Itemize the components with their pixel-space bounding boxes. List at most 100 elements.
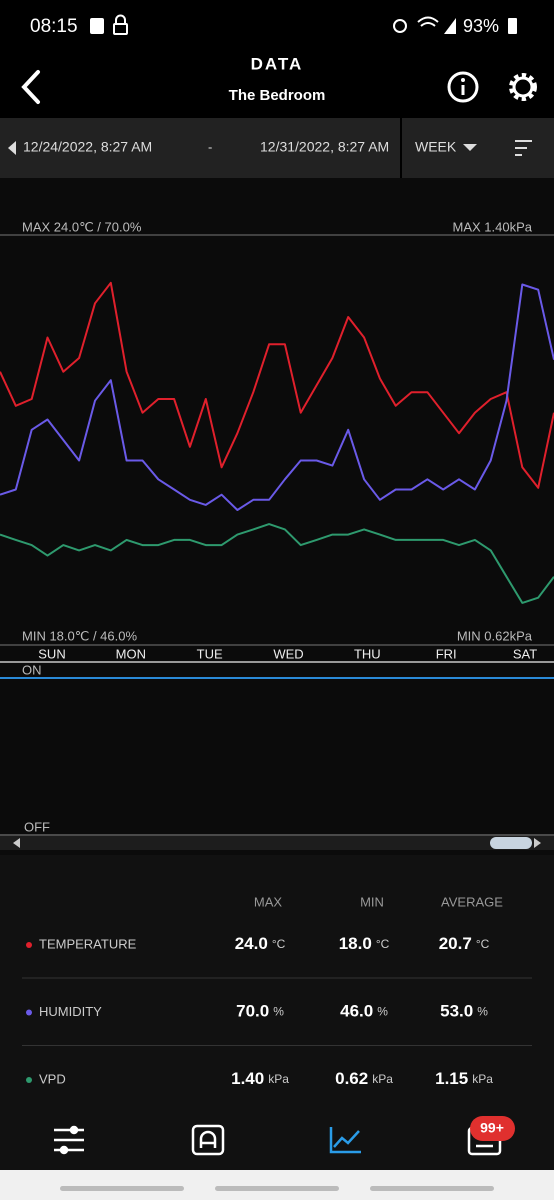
unit: kPa xyxy=(268,1072,289,1086)
data-line xyxy=(0,523,554,604)
x-tick-label: MON xyxy=(116,646,146,661)
gear-icon xyxy=(509,73,537,101)
legend-dot xyxy=(26,1077,32,1083)
unit: % xyxy=(273,1005,284,1019)
stats-panel xyxy=(0,855,554,1110)
x-tick-label: THU xyxy=(354,646,381,661)
status-icon xyxy=(113,23,128,35)
metric-name: VPD xyxy=(39,1071,66,1086)
device-name: The Bedroom xyxy=(229,87,326,104)
value: 1.40 xyxy=(231,1069,264,1088)
nav-data[interactable] xyxy=(329,1127,361,1154)
nav-icon xyxy=(59,1145,69,1155)
unit: °C xyxy=(272,937,286,951)
gear-icon xyxy=(512,76,534,98)
signal-icon xyxy=(444,18,456,34)
column-header: MIN xyxy=(360,894,384,909)
x-tick-label: FRI xyxy=(436,646,457,661)
metric-value: 24.0 °C xyxy=(235,934,286,953)
status-time: 08:15 xyxy=(30,16,78,37)
value: 0.62 xyxy=(335,1069,368,1088)
metric-value: 1.40 kPa xyxy=(231,1069,289,1088)
alarm-icon xyxy=(393,19,407,33)
x-tick-label: TUE xyxy=(197,646,223,661)
max-label: MAX 24.0℃ / 70.0% xyxy=(22,219,142,234)
metric-name: HUMIDITY xyxy=(39,1004,102,1019)
unit: % xyxy=(377,1005,388,1019)
nav-auto[interactable] xyxy=(191,1124,225,1156)
unit: kPa xyxy=(372,1072,393,1086)
nav-icon xyxy=(191,1124,225,1156)
value: 70.0 xyxy=(236,1002,269,1021)
start-date[interactable]: 12/24/2022, 8:27 AM xyxy=(23,139,152,155)
column-header: MAX xyxy=(254,894,283,909)
status-icon xyxy=(90,18,104,34)
value: 20.7 xyxy=(439,934,472,953)
x-tick-label: SUN xyxy=(38,646,65,661)
nav-controls[interactable] xyxy=(54,1125,84,1155)
scroll-left[interactable] xyxy=(13,838,20,848)
badge xyxy=(470,1116,515,1141)
metric-value: 18.0 °C xyxy=(339,934,390,953)
bottom-nav xyxy=(0,1110,554,1170)
gesture-handle[interactable] xyxy=(215,1186,339,1191)
battery-text: 93% xyxy=(463,16,499,36)
info-icon xyxy=(461,85,465,95)
data-line xyxy=(0,283,554,511)
on-label: ON xyxy=(22,662,42,677)
value: 53.0 xyxy=(440,1002,473,1021)
scroll-thumb[interactable] xyxy=(490,837,532,849)
metric-value: 0.62 kPa xyxy=(335,1069,393,1088)
scrollbar[interactable] xyxy=(0,836,554,850)
unit: kPa xyxy=(472,1072,493,1086)
unit: °C xyxy=(476,937,490,951)
status-icon xyxy=(115,14,126,24)
badge-count: 99+ xyxy=(480,1120,504,1136)
end-date[interactable]: 12/31/2022, 8:27 AM xyxy=(260,139,389,155)
x-tick-label: SAT xyxy=(513,646,537,661)
battery-icon xyxy=(508,18,517,34)
nav-icon xyxy=(69,1125,79,1135)
date-bar xyxy=(0,118,554,178)
metric-value: 53.0% xyxy=(440,1002,488,1021)
period-select[interactable]: WEEK xyxy=(415,139,457,155)
metric-value: 70.0% xyxy=(236,1002,284,1021)
nav-notifications[interactable]: 99+ xyxy=(467,1116,515,1156)
gesture-handle[interactable] xyxy=(370,1186,494,1191)
nav-icon xyxy=(199,1130,217,1148)
wifi-icon xyxy=(417,16,439,27)
info-icon xyxy=(461,78,465,82)
scroll-right[interactable] xyxy=(534,838,541,848)
unit: % xyxy=(477,1005,488,1019)
chart-area xyxy=(0,178,554,855)
value: 24.0 xyxy=(235,934,268,953)
back-button[interactable] xyxy=(21,70,40,104)
nav-icon xyxy=(54,1128,84,1152)
sort-button[interactable] xyxy=(515,140,532,156)
settings-button[interactable] xyxy=(509,73,537,101)
info-icon xyxy=(447,71,479,103)
value: 1.15 xyxy=(435,1069,468,1088)
metric-value: 20.7 °C xyxy=(439,934,490,953)
metric-name: TEMPERATURE xyxy=(39,936,137,951)
max-label-right: MAX 1.40kPa xyxy=(453,219,533,234)
page-title: DATA xyxy=(251,54,304,73)
value: 18.0 xyxy=(339,934,372,953)
dropdown-arrow[interactable] xyxy=(463,144,477,151)
gesture-bar xyxy=(0,1170,554,1200)
x-tick-label: WED xyxy=(273,646,303,661)
metric-value: 46.0% xyxy=(340,1002,388,1021)
data-line xyxy=(0,281,554,489)
legend-dot xyxy=(26,942,32,948)
info-button[interactable] xyxy=(447,71,479,103)
prev-button[interactable] xyxy=(8,141,16,155)
gesture-handle[interactable] xyxy=(60,1186,184,1191)
off-label: OFF xyxy=(24,819,50,834)
unit: °C xyxy=(376,937,390,951)
value: 46.0 xyxy=(340,1002,373,1021)
column-header: AVERAGE xyxy=(441,894,503,909)
metric-value: 1.15 kPa xyxy=(435,1069,493,1088)
date-separator: - xyxy=(208,139,212,154)
min-label-right: MIN 0.62kPa xyxy=(457,628,533,643)
